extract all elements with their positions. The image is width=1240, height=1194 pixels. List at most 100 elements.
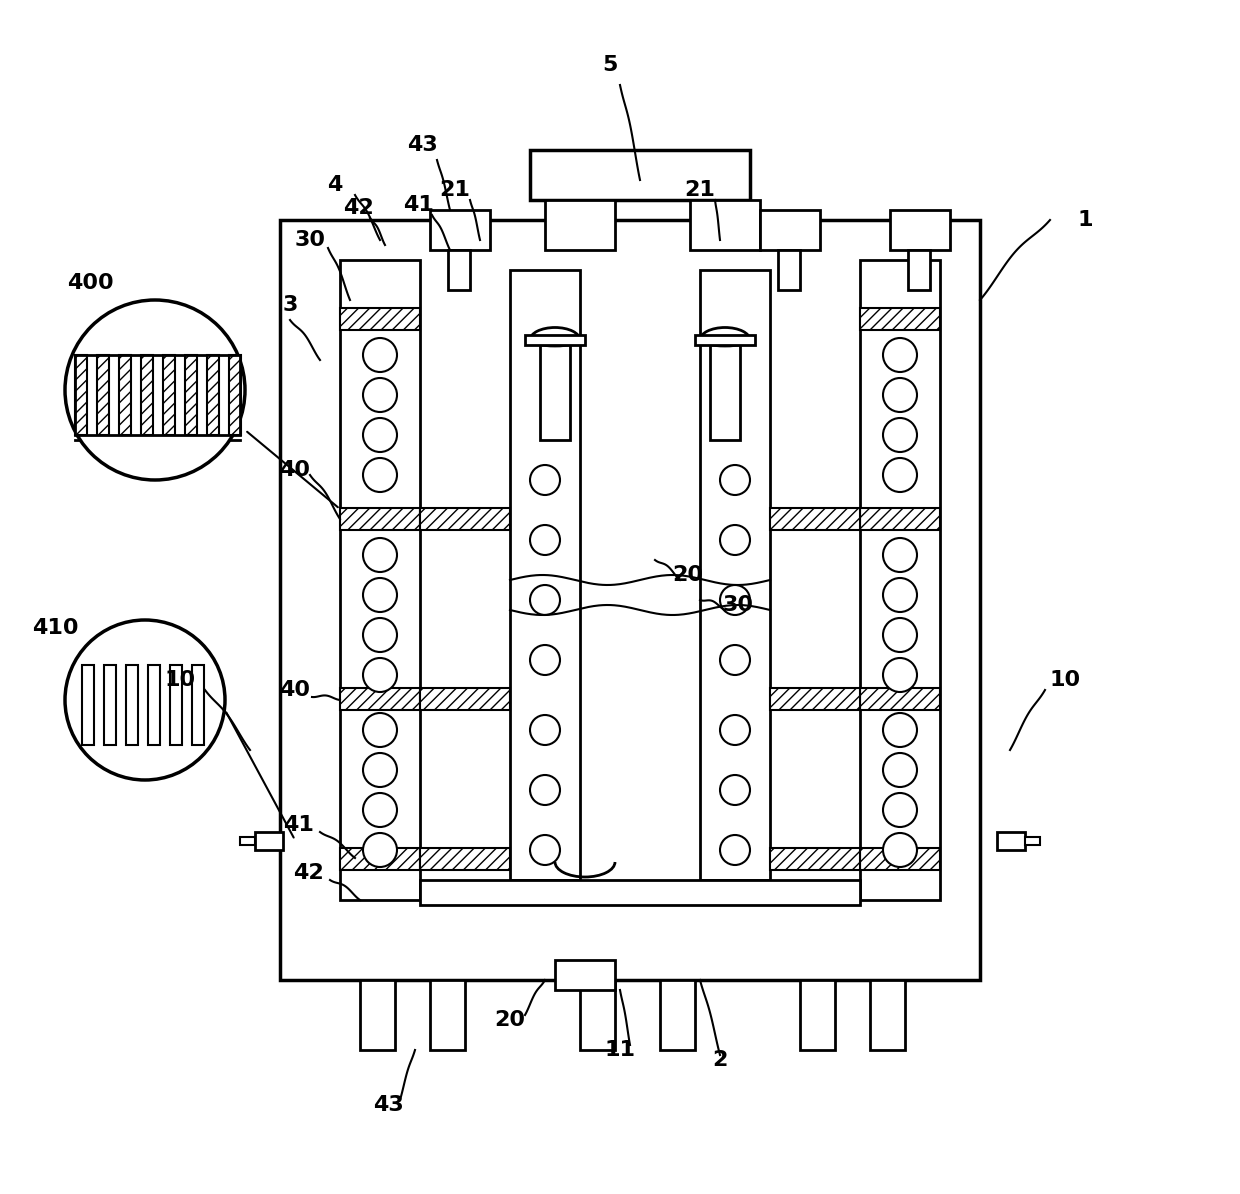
Circle shape (883, 338, 918, 373)
Bar (770, 507, 861, 530)
Circle shape (883, 658, 918, 693)
Bar (104, 665, 117, 745)
Circle shape (529, 585, 560, 615)
Text: 43: 43 (373, 1095, 403, 1115)
Bar (701, 270, 770, 880)
Bar (800, 980, 835, 1050)
Bar (510, 270, 580, 880)
Text: 20: 20 (495, 1010, 526, 1030)
Text: 43: 43 (407, 135, 438, 155)
Bar (192, 665, 205, 745)
Circle shape (363, 753, 397, 787)
Text: 41: 41 (403, 195, 434, 215)
Bar (556, 960, 615, 990)
Text: 10: 10 (1049, 670, 1080, 690)
Bar (777, 250, 800, 290)
Bar (861, 308, 940, 330)
Bar (126, 665, 138, 745)
Text: 42: 42 (293, 863, 324, 884)
Text: 10: 10 (165, 670, 196, 690)
Text: 3: 3 (283, 295, 298, 315)
Bar (420, 688, 510, 710)
Circle shape (363, 418, 397, 453)
Bar (255, 832, 283, 850)
Bar (694, 336, 755, 345)
Bar (861, 688, 940, 710)
Bar (420, 880, 861, 905)
Circle shape (363, 833, 397, 867)
Circle shape (363, 538, 397, 572)
Text: 5: 5 (603, 55, 618, 75)
Bar (148, 665, 160, 745)
Bar (241, 837, 255, 845)
Circle shape (363, 578, 397, 613)
Circle shape (883, 538, 918, 572)
Bar (74, 355, 241, 435)
Bar (529, 150, 750, 201)
Text: 4: 4 (327, 176, 342, 195)
Circle shape (883, 713, 918, 747)
Bar (82, 665, 94, 745)
Circle shape (720, 835, 750, 864)
Circle shape (883, 378, 918, 412)
Bar (119, 355, 131, 435)
Bar (185, 355, 197, 435)
Circle shape (883, 418, 918, 453)
Circle shape (529, 835, 560, 864)
Bar (207, 355, 219, 435)
Text: 400: 400 (67, 273, 113, 293)
Bar (760, 210, 820, 250)
Circle shape (883, 618, 918, 652)
Bar (890, 210, 950, 250)
Circle shape (720, 715, 750, 745)
Bar (430, 980, 465, 1050)
Circle shape (64, 300, 246, 480)
Circle shape (529, 775, 560, 805)
Circle shape (883, 793, 918, 827)
Bar (770, 688, 861, 710)
Bar (420, 507, 510, 530)
Bar (711, 340, 740, 441)
Bar (861, 260, 940, 900)
Circle shape (363, 618, 397, 652)
Circle shape (363, 793, 397, 827)
Bar (908, 250, 930, 290)
Text: 21: 21 (439, 180, 470, 201)
Circle shape (720, 464, 750, 496)
Bar (1025, 837, 1040, 845)
Bar (162, 355, 175, 435)
Bar (430, 210, 490, 250)
Text: 30: 30 (295, 230, 325, 250)
Text: 2: 2 (712, 1050, 728, 1070)
Text: 21: 21 (684, 180, 715, 201)
Bar (580, 980, 615, 1050)
Bar (97, 355, 109, 435)
Circle shape (529, 525, 560, 555)
Text: 40: 40 (279, 681, 310, 700)
Circle shape (529, 645, 560, 675)
Circle shape (529, 464, 560, 496)
Text: 20: 20 (672, 565, 703, 585)
Text: 11: 11 (605, 1040, 635, 1060)
Circle shape (883, 833, 918, 867)
Bar (420, 848, 510, 870)
Bar (870, 980, 905, 1050)
Bar (448, 250, 470, 290)
Circle shape (363, 378, 397, 412)
Circle shape (720, 645, 750, 675)
Bar (340, 688, 420, 710)
Bar (280, 220, 980, 980)
Bar (525, 336, 585, 345)
Circle shape (363, 338, 397, 373)
Bar (861, 507, 940, 530)
Circle shape (720, 585, 750, 615)
Bar (340, 308, 420, 330)
Circle shape (720, 775, 750, 805)
Bar (340, 848, 420, 870)
Bar (229, 355, 241, 435)
Circle shape (529, 715, 560, 745)
Bar (861, 848, 940, 870)
Text: 1: 1 (1078, 210, 1092, 230)
Bar (539, 340, 570, 441)
Text: 41: 41 (283, 816, 314, 835)
